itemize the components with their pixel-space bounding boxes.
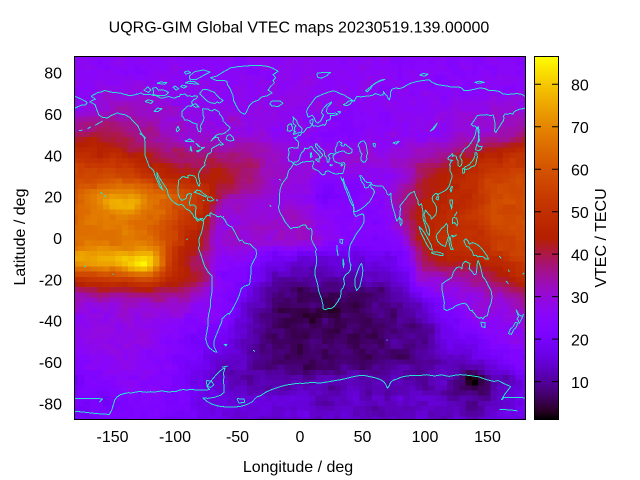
svg-text:Longitude / deg: Longitude / deg — [243, 459, 353, 476]
svg-text:0: 0 — [296, 429, 305, 446]
svg-text:-80: -80 — [39, 397, 62, 414]
svg-text:40: 40 — [44, 148, 62, 165]
svg-text:100: 100 — [412, 429, 439, 446]
svg-text:Latitude / deg: Latitude / deg — [12, 189, 29, 286]
svg-text:50: 50 — [571, 205, 589, 222]
svg-text:-100: -100 — [159, 429, 191, 446]
svg-text:UQRG-GIM Global VTEC maps 2023: UQRG-GIM Global VTEC maps 20230519.139.0… — [109, 20, 490, 37]
svg-text:20: 20 — [44, 190, 62, 207]
svg-text:10: 10 — [571, 375, 589, 392]
svg-text:-60: -60 — [39, 355, 62, 372]
svg-text:-40: -40 — [39, 314, 62, 331]
svg-text:40: 40 — [571, 247, 589, 264]
svg-text:-150: -150 — [96, 429, 128, 446]
svg-text:60: 60 — [44, 107, 62, 124]
svg-text:50: 50 — [354, 429, 372, 446]
svg-text:VTEC / TECU: VTEC / TECU — [593, 188, 610, 287]
svg-text:-50: -50 — [226, 429, 249, 446]
svg-text:60: 60 — [571, 162, 589, 179]
svg-text:-20: -20 — [39, 272, 62, 289]
svg-text:70: 70 — [571, 120, 589, 137]
svg-text:20: 20 — [571, 332, 589, 349]
svg-text:80: 80 — [571, 77, 589, 94]
svg-text:0: 0 — [53, 231, 62, 248]
svg-text:150: 150 — [474, 429, 501, 446]
svg-text:80: 80 — [44, 66, 62, 83]
svg-text:30: 30 — [571, 290, 589, 307]
